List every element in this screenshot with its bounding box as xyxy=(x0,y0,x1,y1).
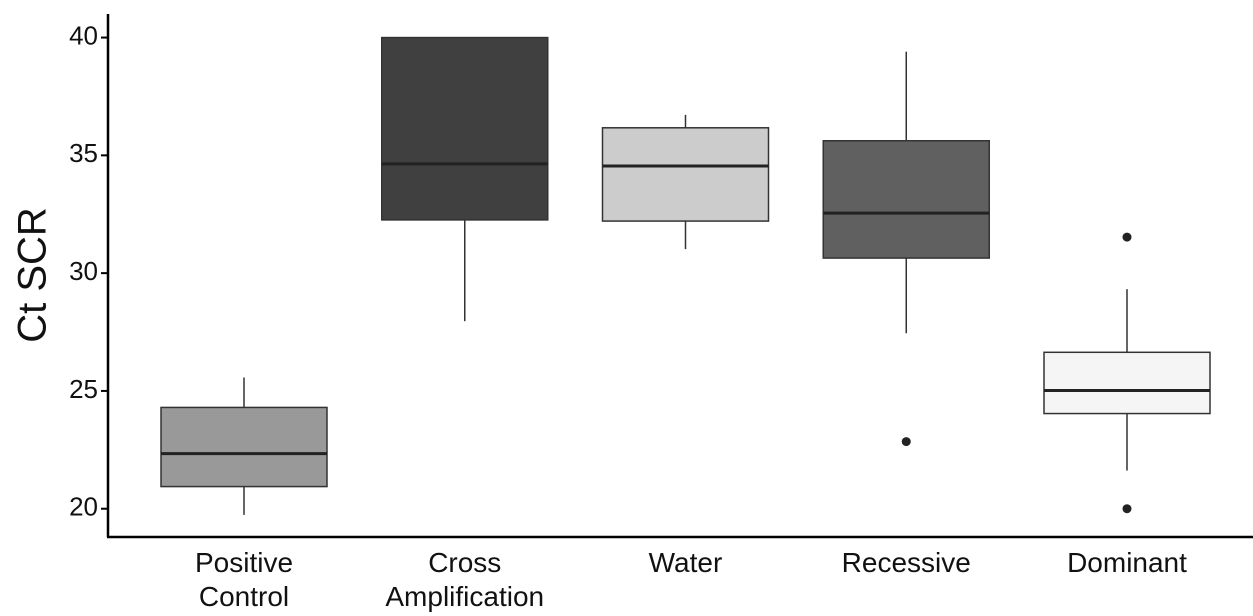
outlier xyxy=(1122,232,1132,242)
y-tick-label: 30 xyxy=(69,256,98,286)
box xyxy=(160,406,328,488)
y-tick-label: 20 xyxy=(69,492,98,522)
outlier xyxy=(1122,504,1132,514)
box xyxy=(1043,351,1211,415)
outlier xyxy=(901,437,911,447)
x-tick-label: Dominant xyxy=(1067,547,1187,578)
y-axis-label: Ct SCR xyxy=(11,207,55,343)
x-tick-label: Cross Amplification xyxy=(385,547,545,612)
box xyxy=(822,139,990,259)
box xyxy=(601,127,770,222)
x-tick-label: Recessive xyxy=(841,547,971,578)
x-tick-label: Water xyxy=(648,547,723,578)
box xyxy=(381,36,549,221)
y-tick-label: 25 xyxy=(69,374,98,404)
x-tick-label: Positive Control xyxy=(194,547,294,612)
y-tick-label: 40 xyxy=(69,20,98,50)
y-tick-label: 35 xyxy=(69,138,98,168)
